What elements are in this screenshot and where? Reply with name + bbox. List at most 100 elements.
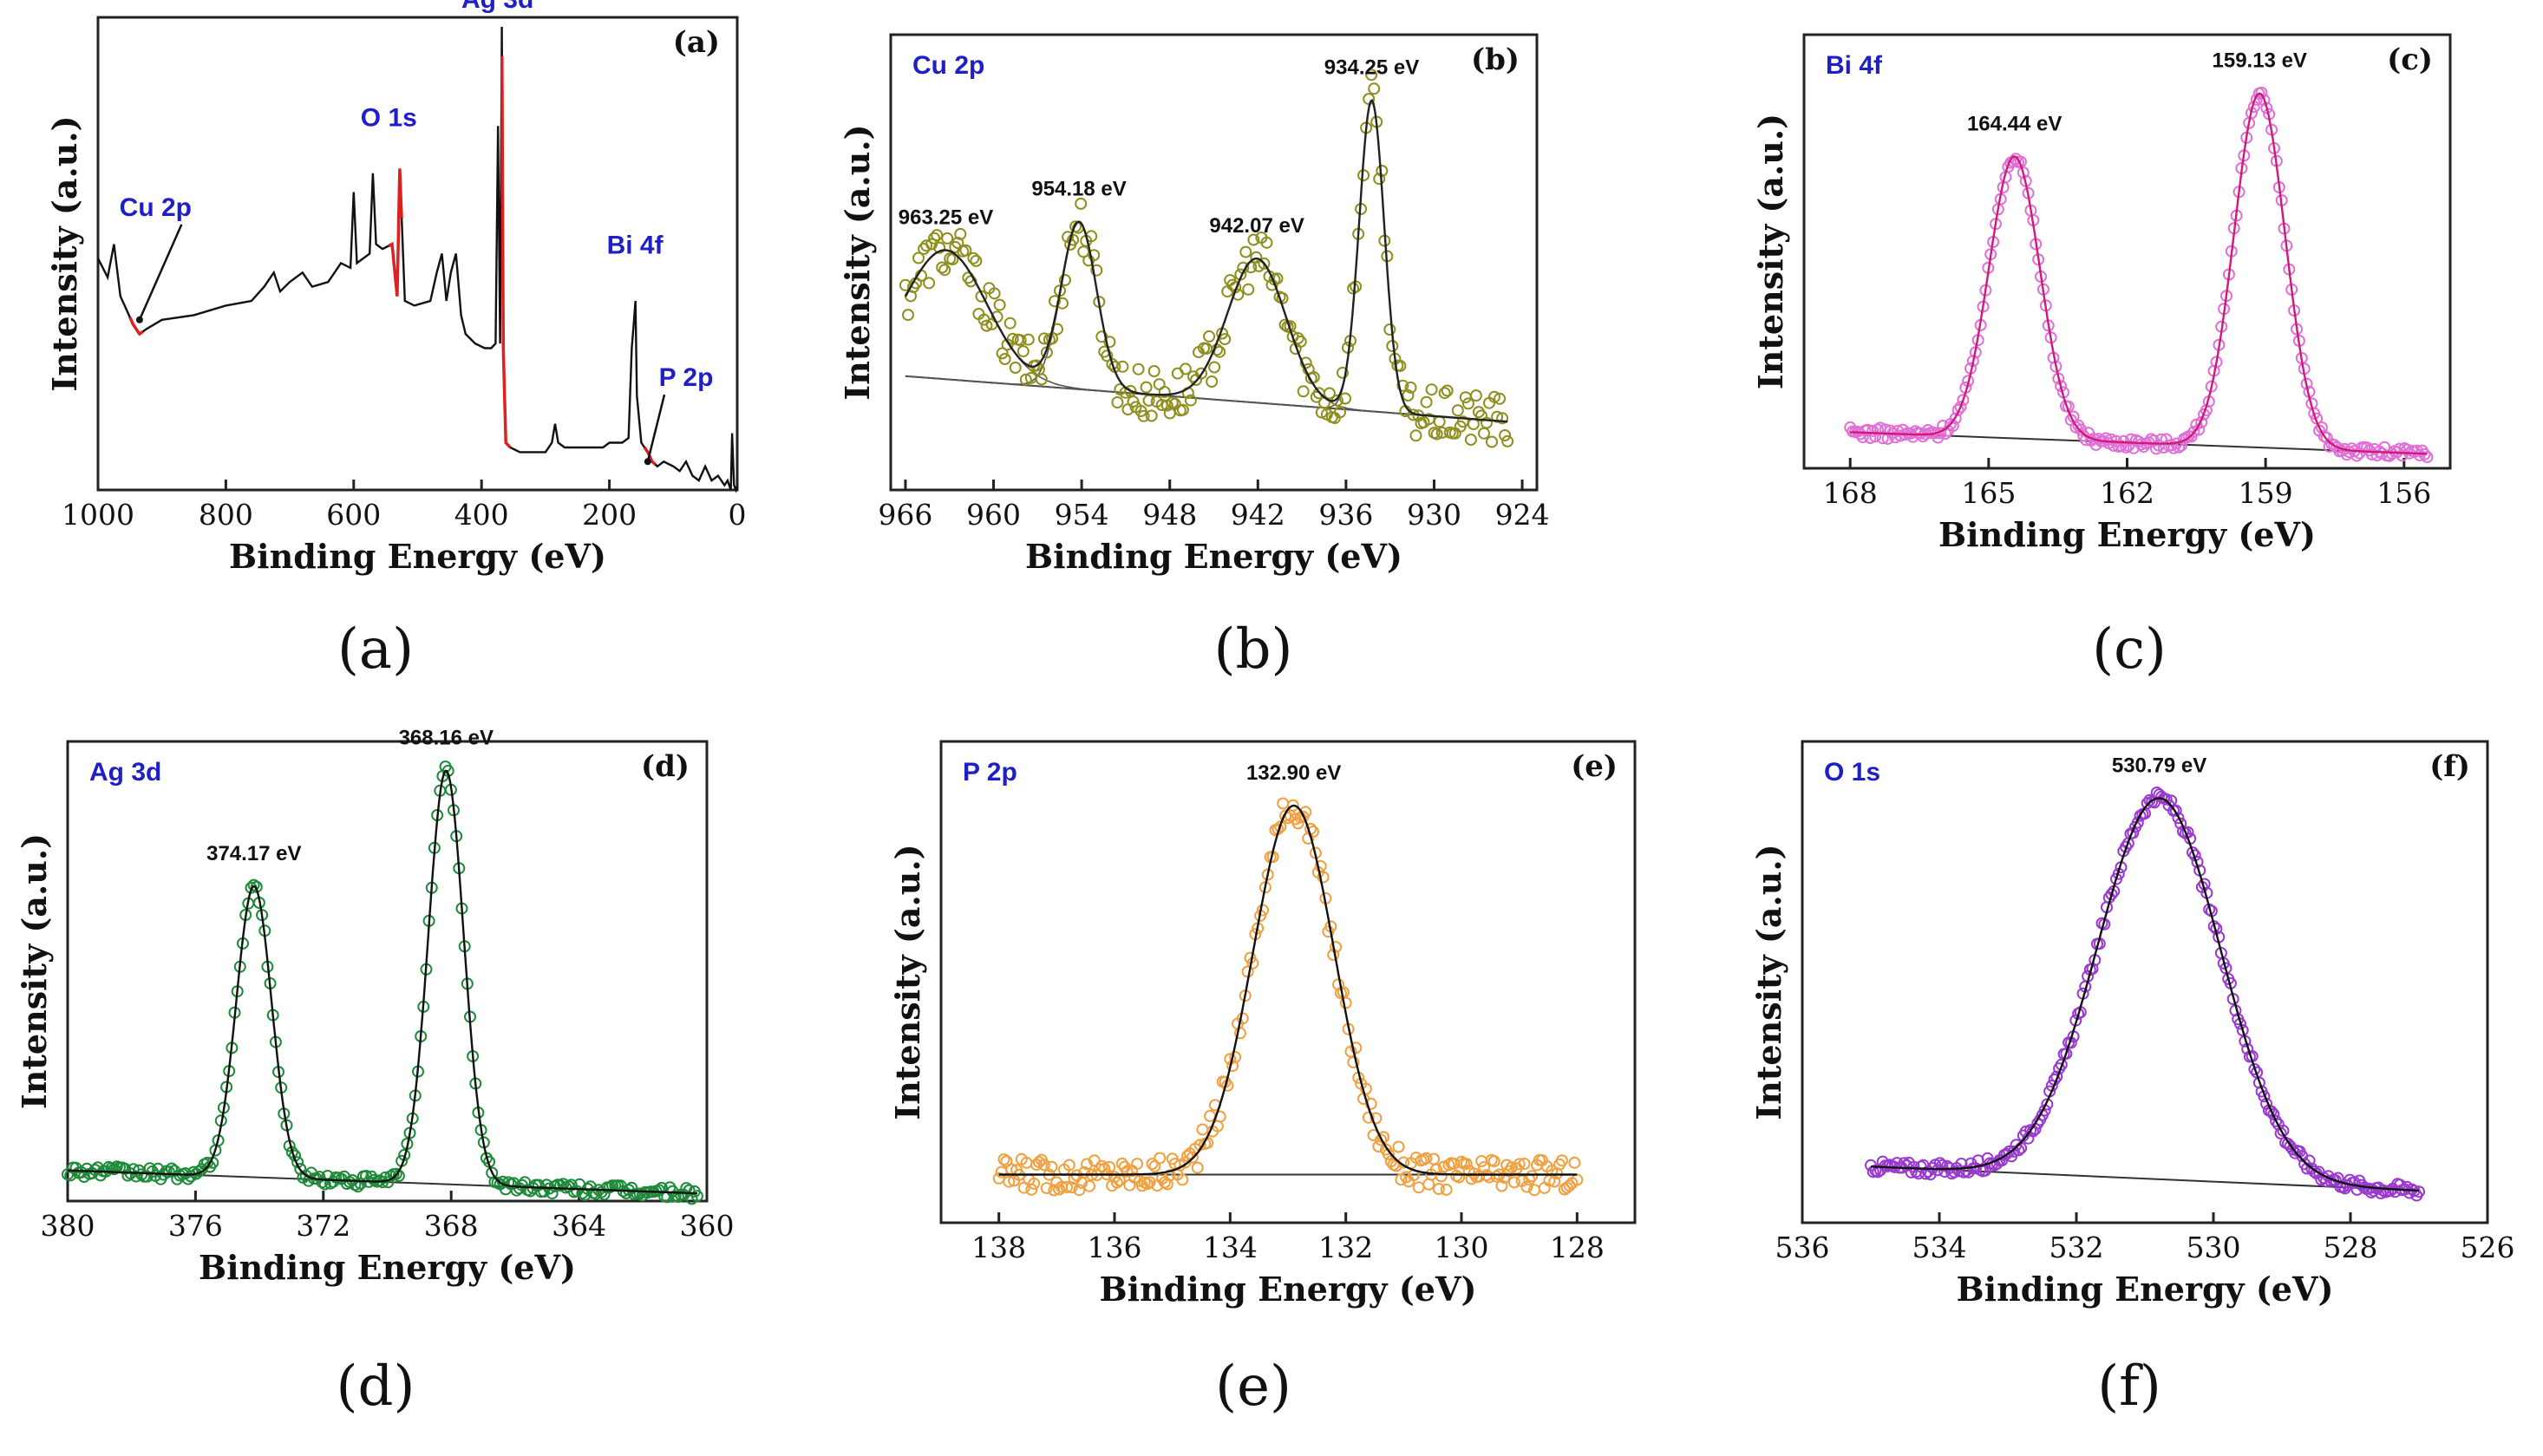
- data-point: [1526, 1170, 1539, 1183]
- x-tick-label: 600: [326, 498, 381, 532]
- x-axis-title: Binding Energy (eV): [1025, 537, 1402, 576]
- data-point: [1488, 390, 1500, 403]
- y-axis-title: Intensity (a.u.): [15, 833, 54, 1109]
- data-point: [1206, 375, 1219, 388]
- x-tick-label: 966: [878, 498, 932, 532]
- data-point: [998, 353, 1011, 365]
- survey-line: [96, 26, 739, 493]
- data-point: [1203, 330, 1216, 343]
- data-point: [1075, 197, 1088, 210]
- data-point: [2187, 846, 2199, 859]
- data-point: [902, 309, 914, 322]
- x-tick-label: 936: [1318, 498, 1373, 532]
- data-point: [2258, 94, 2271, 107]
- panel-e: 138 136 134 132 130 128 Binding Energy (eV) Int…: [888, 740, 1637, 1309]
- data-point: [1936, 1159, 1949, 1172]
- panel-letter: (f): [2429, 749, 2470, 784]
- x-tick-label: 1000: [62, 498, 134, 532]
- data-point: [1176, 403, 1189, 416]
- data-point: [1158, 386, 1171, 398]
- data-point: [1365, 69, 1378, 82]
- data-point: [1090, 264, 1103, 277]
- data-point: [1140, 381, 1153, 394]
- data-point: [1957, 394, 1970, 407]
- data-point: [1274, 820, 1287, 833]
- data-point: [1368, 82, 1381, 95]
- data-point: [1258, 257, 1271, 270]
- panel-letter: (b): [1471, 42, 1520, 77]
- data-point: [1392, 1140, 1405, 1153]
- data-point: [1404, 381, 1417, 394]
- data-point: [1078, 1165, 1091, 1179]
- data-point: [683, 1184, 696, 1197]
- data-point: [1441, 384, 1454, 397]
- data-point: [1433, 415, 1446, 428]
- data-point: [1014, 334, 1027, 347]
- data-point: [1467, 418, 1480, 431]
- arrow-head: [135, 316, 143, 323]
- y-axis-title: Intensity (a.u.): [45, 115, 84, 391]
- data-point: [1145, 409, 1158, 422]
- data-point: [1286, 799, 1299, 812]
- data-point: [1242, 283, 1255, 296]
- data-point: [502, 1176, 515, 1189]
- x-tick-label: 0: [729, 498, 747, 532]
- data-point: [1103, 336, 1116, 349]
- data-point: [2195, 416, 2208, 428]
- data-point: [918, 243, 931, 255]
- data-point: [389, 1167, 402, 1180]
- peak-label: 368.16 eV: [399, 727, 494, 750]
- data-point: [1951, 403, 1964, 416]
- data-point: [1131, 1158, 1144, 1171]
- data-point: [2248, 1063, 2261, 1075]
- data-point: [1111, 396, 1124, 408]
- data-point: [2393, 442, 2406, 455]
- fit-curve: [1850, 92, 2428, 455]
- data-point: [1059, 274, 1071, 286]
- data-point: [2331, 1172, 2344, 1185]
- x-tick-label: 130: [1435, 1231, 1489, 1264]
- data-point: [1383, 323, 1396, 336]
- data-point: [1154, 1152, 1167, 1165]
- data-point: [1195, 367, 1207, 380]
- x-axis-title: Binding Energy (eV): [1100, 1270, 1477, 1309]
- data-point: [1053, 1183, 1066, 1196]
- x-axis-title: Binding Energy (eV): [1938, 515, 2316, 554]
- data-point: [1568, 1156, 1581, 1169]
- data-point: [1954, 401, 1967, 414]
- data-point: [1330, 941, 1343, 954]
- data-point: [1121, 1165, 1134, 1178]
- data-point: [1017, 345, 1030, 358]
- x-tick-label: 954: [1055, 498, 1109, 532]
- annotation-arrow: [646, 394, 666, 462]
- peak-label: 374.17 eV: [206, 842, 301, 865]
- data-point: [1025, 1183, 1038, 1196]
- data-point: [1232, 288, 1245, 301]
- annotation-arrow: [138, 224, 183, 321]
- element-label: Bi 4f: [1826, 51, 1883, 80]
- y-axis-title: Intensity (a.u.): [838, 124, 877, 400]
- peak-label: 159.13 eV: [2213, 49, 2307, 73]
- panel-caption: (f): [2097, 1355, 2161, 1419]
- x-tick-label: 168: [1823, 476, 1878, 510]
- data-point: [1048, 1184, 1061, 1197]
- data-point: [1067, 233, 1080, 246]
- data-point: [931, 229, 944, 242]
- data-point: [1045, 1160, 1058, 1173]
- data-point: [1110, 1176, 1123, 1189]
- data-point: [936, 261, 949, 274]
- data-point: [2075, 423, 2088, 436]
- panel-b: 966 960 954 948 942 936 930 924 Binding Energy (…: [838, 33, 1550, 576]
- data-point: [2236, 1024, 2249, 1036]
- data-point: [1499, 429, 1512, 441]
- data-point: [1035, 373, 1048, 386]
- data-point: [1491, 410, 1504, 423]
- data-point: [2105, 433, 2117, 446]
- data-point: [1019, 373, 1032, 386]
- data-point: [1233, 1027, 1246, 1040]
- data-point: [1003, 1175, 1016, 1188]
- data-point: [1548, 1175, 1561, 1188]
- survey-highlight: [388, 168, 403, 297]
- fit-curve: [904, 98, 1508, 423]
- data-point: [1481, 416, 1493, 429]
